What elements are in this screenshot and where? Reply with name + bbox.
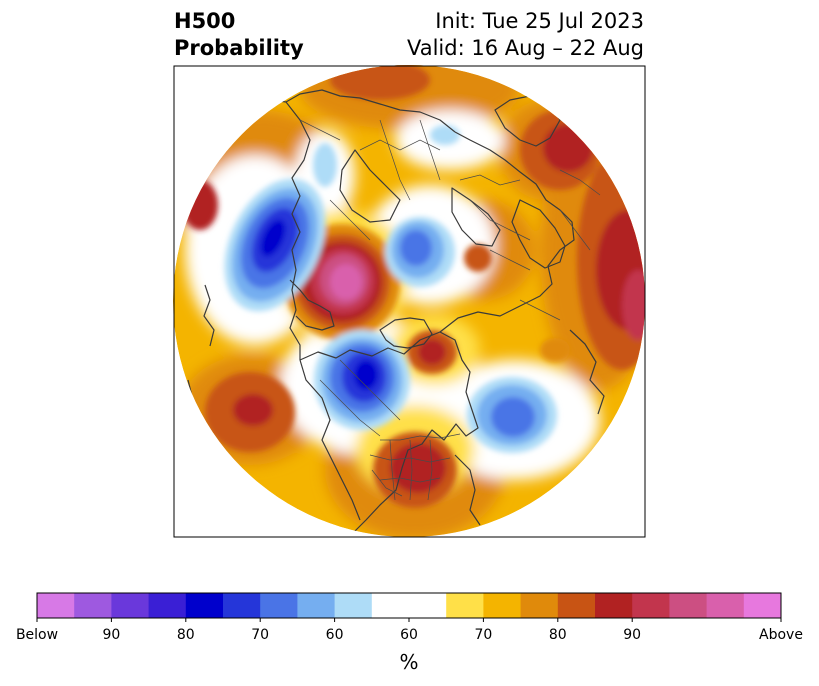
colorbar-segment: [37, 593, 75, 618]
colorbar-segment: [706, 593, 745, 618]
colorbar-tick-label: Above: [759, 627, 803, 643]
colorbar-segment: [446, 593, 484, 618]
colorbar-unit-label: %: [399, 650, 419, 674]
colorbar-outline: [36, 592, 782, 619]
colorbar-segment: [74, 593, 112, 618]
colorbar-segment: [409, 593, 447, 618]
colorbar-tick-label: 90: [102, 627, 121, 643]
colorbar-segment: [223, 593, 261, 618]
colorbar-segment: [632, 593, 670, 618]
probability-field: [173, 65, 645, 537]
colorbar-segment: [520, 593, 559, 618]
colorbar-tick-label: 70: [474, 627, 493, 643]
colorbar-segment: [669, 593, 707, 618]
colorbar-segment: [148, 593, 187, 618]
colorbar-segment: [185, 593, 224, 618]
colorbar-segment: [557, 593, 596, 618]
colorbar-segment: [595, 593, 633, 618]
colorbar-segment: [334, 593, 373, 618]
title-valid-range: Valid: 16 Aug – 22 Aug: [406, 36, 644, 60]
colorbar-segment: [483, 593, 521, 618]
colorbar: [36, 593, 782, 622]
title-variable: H500: [174, 9, 236, 33]
title-quantity: Probability: [174, 36, 304, 60]
colorbar-segment: [297, 593, 335, 618]
political-borders: [299, 119, 601, 501]
map-title-right: Init: Tue 25 Jul 2023 Valid: 16 Aug – 22…: [407, 8, 644, 62]
map-title-left: H500 Probability: [174, 8, 304, 62]
colorbar-tick-label: 90: [623, 627, 642, 643]
title-init-date: Init: Tue 25 Jul 2023: [435, 9, 644, 33]
colorbar-tick-label: 70: [251, 627, 270, 643]
colorbar-segment: [371, 593, 410, 618]
colorbar-tick-label: 60: [325, 627, 344, 643]
map-frame: [173, 65, 646, 538]
colorbar-tick-label: 80: [176, 627, 195, 643]
colorbar-segment: [743, 593, 782, 618]
colorbar-tick-label: Below: [15, 627, 59, 643]
colorbar-tick-label: 60: [400, 627, 418, 643]
colorbar-segment: [260, 593, 298, 618]
colorbar-tick-label: 80: [548, 627, 567, 643]
colorbar-segment: [111, 593, 149, 618]
